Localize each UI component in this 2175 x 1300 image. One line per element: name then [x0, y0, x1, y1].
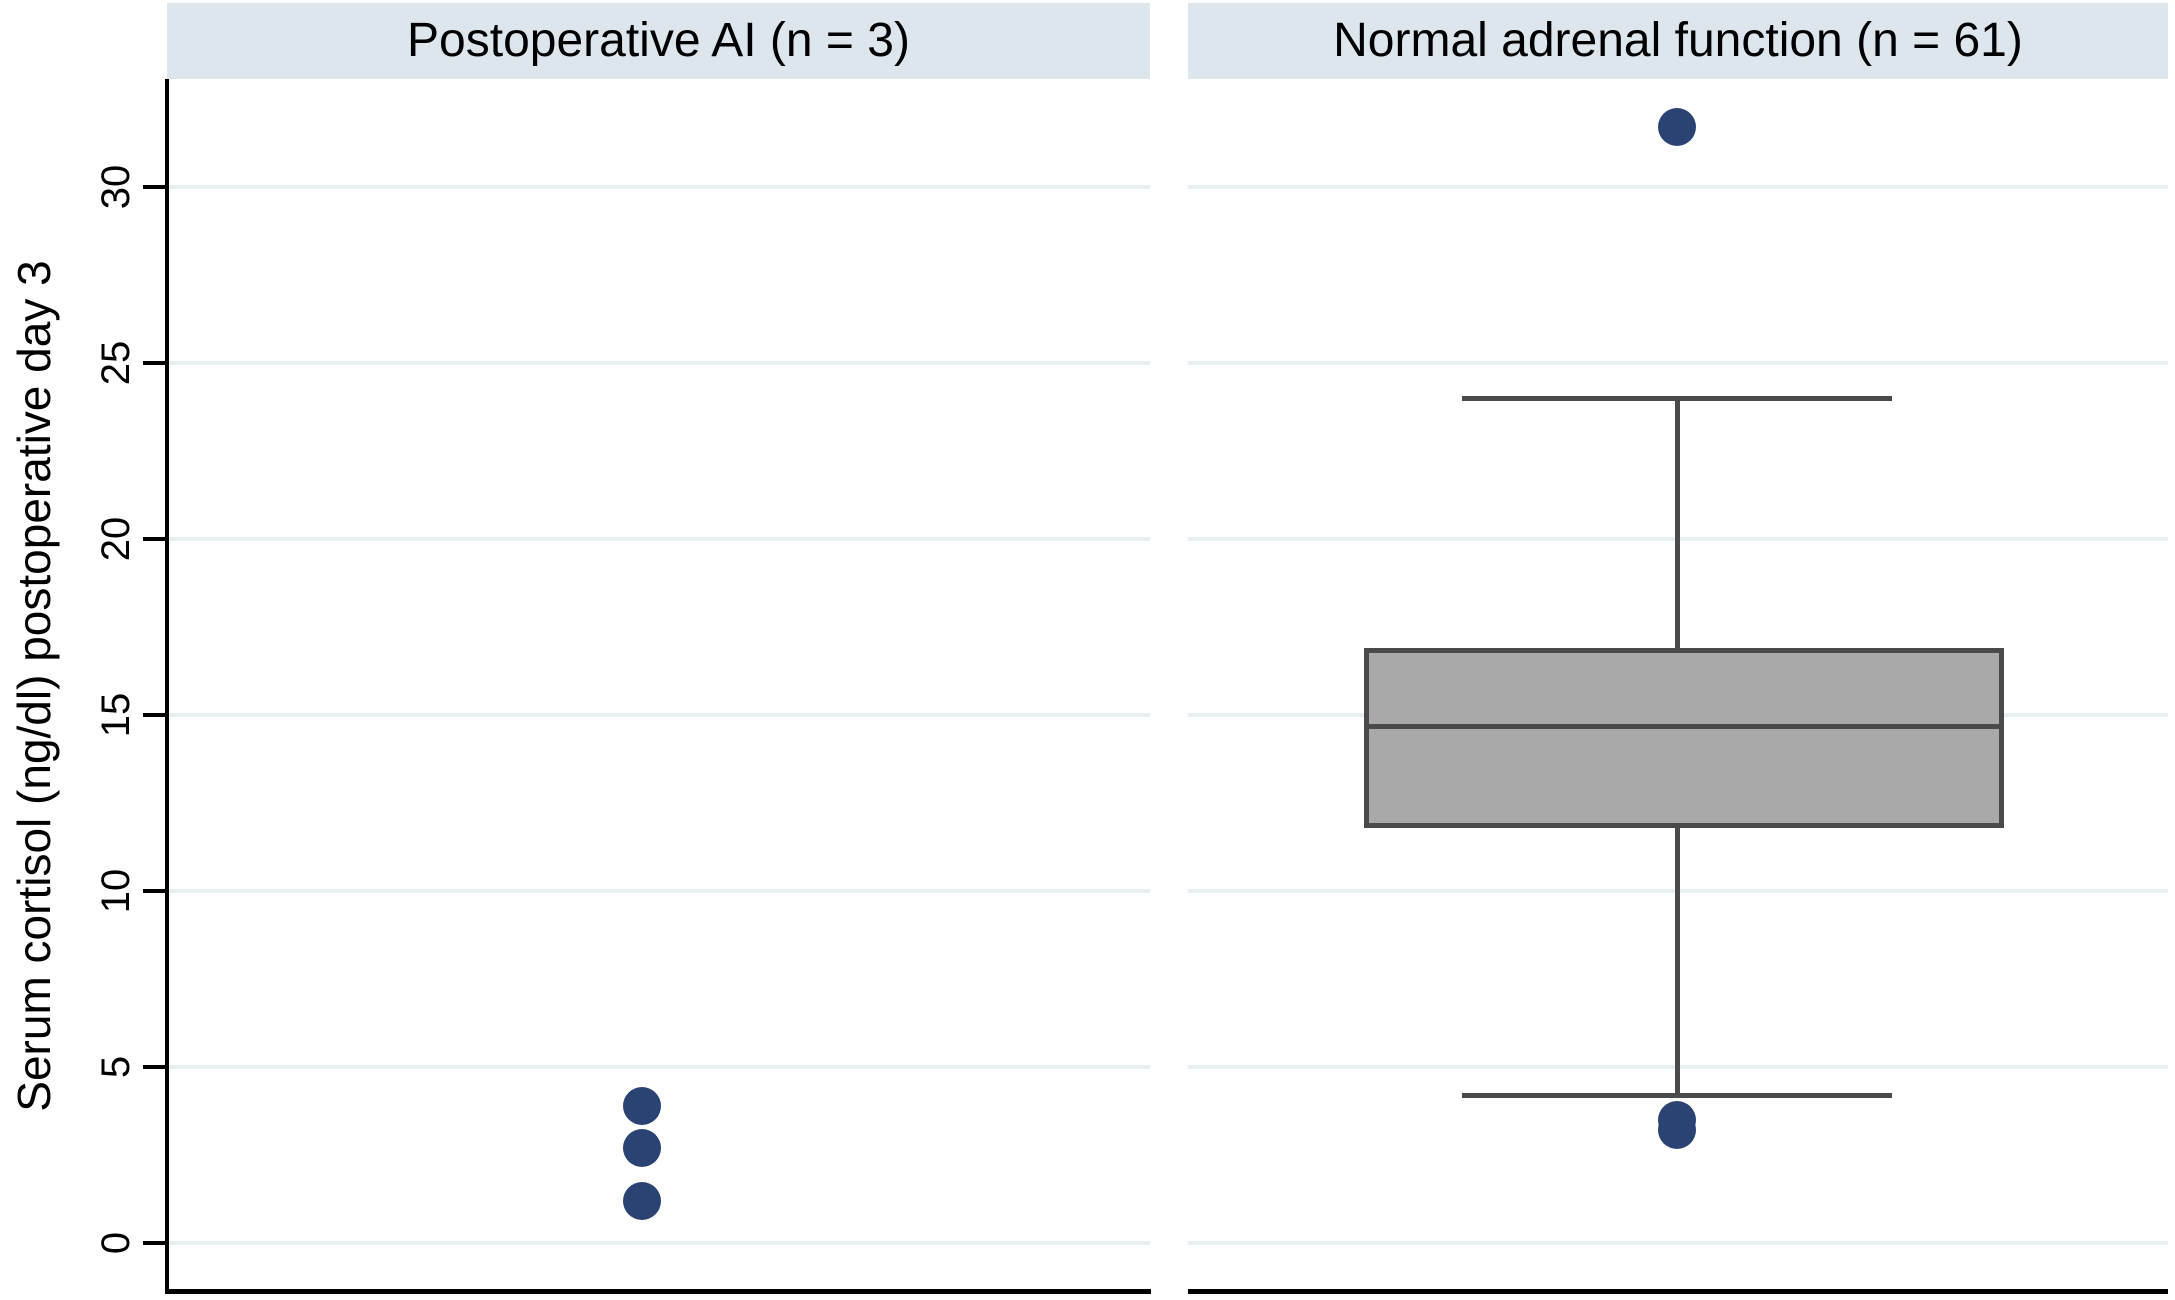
- tick-mark: [143, 1241, 167, 1245]
- tick-mark: [143, 1065, 167, 1069]
- y-axis-line: [165, 79, 169, 1294]
- gridline: [167, 889, 1150, 893]
- gridline: [1188, 361, 2168, 365]
- tick-mark: [143, 185, 167, 189]
- panel-title-normal-adrenal: Normal adrenal function (n = 61): [1333, 14, 2023, 67]
- y-axis-title: Serum cortisol (ng/dl) postoperative day…: [8, 260, 60, 1112]
- panel-title-postoperative-ai: Postoperative AI (n = 3): [407, 14, 910, 67]
- whisker-cap-lower: [1462, 1092, 1892, 1098]
- gridline: [167, 537, 1150, 541]
- whisker-lower: [1674, 827, 1680, 1096]
- gridline: [167, 1065, 1150, 1069]
- gridline: [167, 361, 1150, 365]
- whisker-cap-upper: [1462, 395, 1892, 401]
- tick-label: 30: [94, 164, 138, 210]
- box: [1364, 648, 2004, 828]
- gridline: [1188, 1241, 2168, 1245]
- tick-label: 0: [94, 1231, 138, 1255]
- data-point: [623, 1181, 661, 1220]
- tick-label: 10: [94, 868, 138, 914]
- panel-header-postoperative-ai: Postoperative AI (n = 3): [167, 3, 1150, 79]
- x-axis-line-right: [1188, 1289, 2168, 1294]
- tick-mark: [143, 713, 167, 717]
- gridline: [167, 1241, 1150, 1245]
- gridline: [167, 713, 1150, 717]
- gridline: [167, 185, 1150, 189]
- tick-mark: [143, 537, 167, 541]
- tick-label: 5: [94, 1055, 138, 1079]
- panel-header-normal-adrenal: Normal adrenal function (n = 61): [1188, 3, 2168, 79]
- tick-label: 20: [94, 516, 138, 562]
- x-axis-line-left: [167, 1289, 1151, 1294]
- tick-label: 25: [94, 340, 138, 386]
- tick-label: 15: [94, 692, 138, 738]
- data-point: [623, 1128, 661, 1167]
- outlier-point: [1658, 1111, 1696, 1150]
- data-point: [623, 1086, 661, 1125]
- tick-mark: [143, 889, 167, 893]
- outlier-point: [1658, 108, 1696, 147]
- median-line: [1369, 723, 1999, 729]
- gridline: [1188, 185, 2168, 189]
- tick-mark: [143, 361, 167, 365]
- whisker-upper: [1674, 398, 1680, 649]
